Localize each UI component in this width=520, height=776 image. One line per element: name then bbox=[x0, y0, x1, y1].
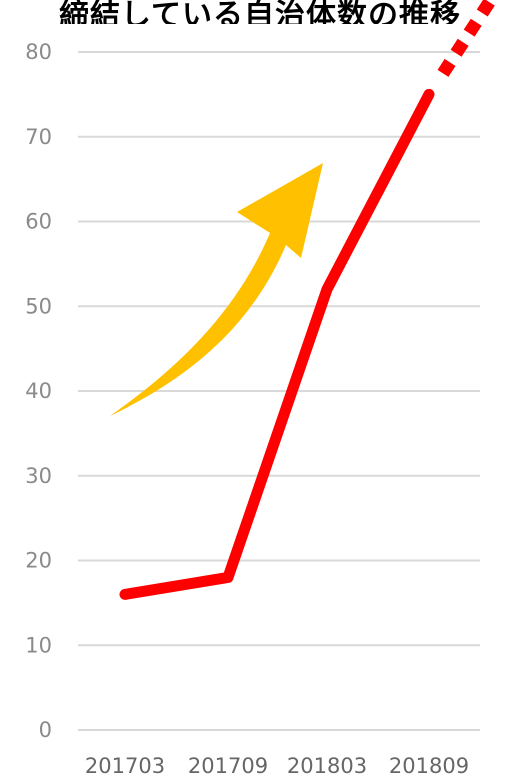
x-tick-label: 201709 bbox=[188, 754, 268, 776]
series-line bbox=[119, 88, 435, 600]
y-tick-label: 60 bbox=[25, 210, 52, 234]
y-tick-label: 10 bbox=[25, 633, 52, 657]
projection-dotted-line bbox=[437, 0, 499, 77]
trend-arrow bbox=[110, 163, 323, 416]
y-tick-label: 70 bbox=[25, 125, 52, 149]
y-tick-label: 40 bbox=[25, 379, 52, 403]
y-tick-label: 80 bbox=[25, 40, 52, 64]
series-group bbox=[119, 0, 499, 600]
y-tick-label: 20 bbox=[25, 549, 52, 573]
x-axis-ticks: 201703 201709 201803 201809 bbox=[85, 754, 469, 776]
y-tick-label: 0 bbox=[39, 718, 52, 742]
chart-title: 締結している自治体数の推移 bbox=[58, 0, 462, 24]
x-tick-label: 201703 bbox=[85, 754, 165, 776]
x-tick-label: 201803 bbox=[287, 754, 367, 776]
y-tick-label: 30 bbox=[25, 464, 52, 488]
x-tick-label: 201809 bbox=[389, 754, 469, 776]
y-axis-ticks: 0 10 20 30 40 50 60 70 80 bbox=[25, 40, 52, 742]
grid-lines bbox=[78, 51, 480, 731]
y-tick-label: 50 bbox=[25, 294, 52, 318]
